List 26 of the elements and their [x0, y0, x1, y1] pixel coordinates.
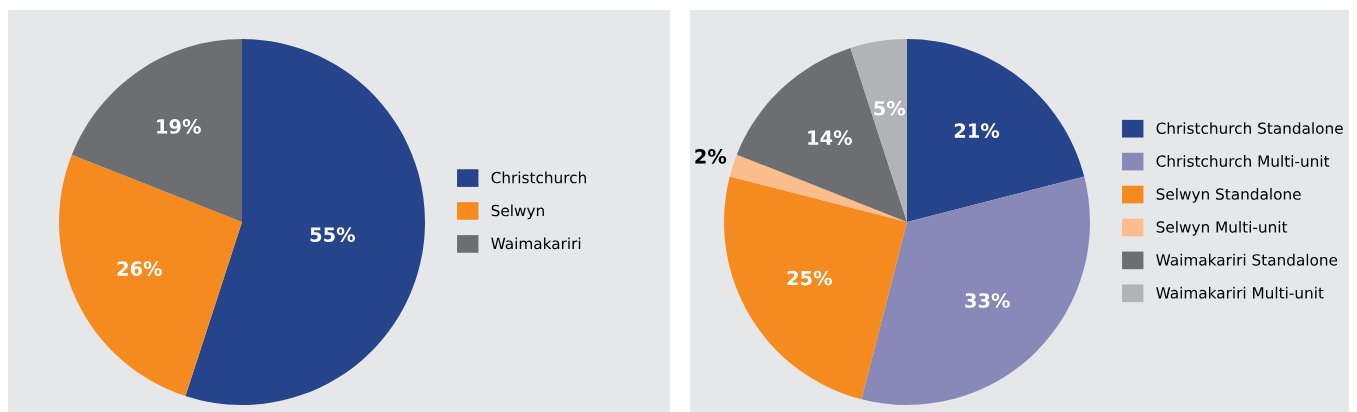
- legend-label: Waimakariri: [491, 237, 581, 250]
- data-label: 55%: [310, 227, 356, 242]
- legend-label: Waimakariri Standalone: [1156, 253, 1338, 266]
- data-label: 5%: [874, 100, 906, 116]
- pie-slice: [59, 154, 242, 397]
- data-label: 14%: [808, 130, 852, 145]
- data-label: 25%: [787, 270, 832, 286]
- pie-slice: [736, 47, 907, 222]
- legend-label: Christchurch Multi-unit: [1156, 155, 1330, 167]
- pie-slice: [907, 39, 1085, 222]
- pie-slice: [850, 39, 907, 222]
- pie-slice: [724, 176, 907, 400]
- legend-label: Christchurch: [491, 171, 586, 184]
- legend-label: Waimakariri Multi-unit: [1156, 286, 1324, 299]
- legend-label: Christchurch Standalone: [1156, 122, 1343, 134]
- data-label: 33%: [965, 293, 1010, 308]
- legend-label: Selwyn Multi-unit: [1156, 220, 1288, 236]
- pie-slice: [729, 154, 907, 222]
- pie-slice: [861, 176, 1090, 405]
- legend-label: Selwyn Standalone: [1156, 188, 1301, 203]
- legend-label: Selwyn: [491, 204, 544, 220]
- data-label: 26%: [117, 261, 162, 276]
- data-label: 19%: [157, 119, 201, 134]
- data-label: 2%: [695, 149, 727, 164]
- pie-slice: [71, 39, 242, 222]
- data-label: 21%: [954, 123, 1000, 138]
